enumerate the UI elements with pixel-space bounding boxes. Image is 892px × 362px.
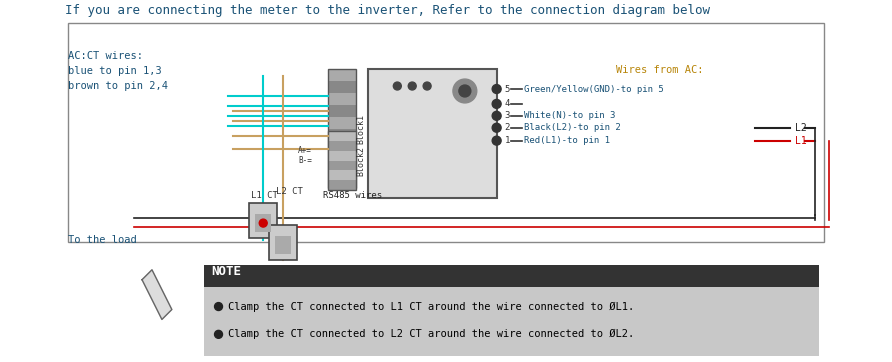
Bar (327, 117, 356, 129)
Text: To the load: To the load (68, 235, 136, 245)
Text: 3: 3 (505, 111, 510, 120)
Text: L1 CT: L1 CT (252, 191, 278, 200)
Bar (327, 131, 356, 141)
Bar (327, 93, 356, 105)
Text: NOTE: NOTE (211, 265, 242, 278)
Circle shape (453, 79, 477, 103)
Bar (68, 24, 824, 242)
Circle shape (492, 100, 501, 108)
Bar (327, 160, 356, 171)
Bar (327, 131, 356, 190)
Bar (368, 69, 497, 198)
Text: Black(L2)-to pin 2: Black(L2)-to pin 2 (524, 123, 621, 132)
Text: 5: 5 (505, 84, 510, 93)
Circle shape (215, 331, 222, 338)
Bar (327, 152, 356, 164)
Circle shape (492, 111, 501, 120)
Polygon shape (142, 270, 172, 319)
Circle shape (423, 82, 431, 90)
Circle shape (492, 85, 501, 93)
Bar (269, 225, 297, 260)
Bar (327, 81, 356, 93)
Bar (327, 105, 356, 117)
Circle shape (215, 303, 222, 311)
Text: Clamp the CT connected to L1 CT around the wire connected to ØL1.: Clamp the CT connected to L1 CT around t… (228, 302, 635, 312)
Bar (255, 214, 271, 232)
Text: Block2: Block2 (356, 146, 365, 176)
Bar (275, 236, 291, 254)
Text: 4: 4 (505, 100, 510, 108)
Circle shape (393, 82, 401, 90)
Circle shape (492, 123, 501, 132)
Text: Clamp the CT connected to L2 CT around the wire connected to ØL2.: Clamp the CT connected to L2 CT around t… (228, 329, 635, 340)
Bar (327, 69, 356, 188)
Bar (327, 180, 356, 190)
Circle shape (492, 136, 501, 145)
Text: L1: L1 (795, 136, 806, 146)
Text: AC:CT wires:
blue to pin 1,3
brown to pin 2,4: AC:CT wires: blue to pin 1,3 brown to pi… (68, 51, 168, 91)
Bar (327, 141, 356, 152)
Bar (327, 129, 356, 141)
Text: If you are connecting the meter to the inverter, Refer to the connection diagram: If you are connecting the meter to the i… (64, 4, 709, 17)
Text: Block1: Block1 (356, 114, 365, 144)
Circle shape (458, 85, 471, 97)
Bar (327, 151, 356, 160)
Text: White(N)-to pin 3: White(N)-to pin 3 (524, 111, 615, 120)
Text: A+=
B-=: A+= B-= (298, 146, 312, 165)
Bar (203, 265, 820, 287)
Text: 1: 1 (505, 136, 510, 145)
Circle shape (409, 82, 417, 90)
Circle shape (260, 219, 268, 227)
Bar (250, 203, 277, 238)
Bar (327, 164, 356, 176)
Text: Green/Yellow(GND)-to pin 5: Green/Yellow(GND)-to pin 5 (524, 84, 665, 93)
Text: Red(L1)-to pin 1: Red(L1)-to pin 1 (524, 136, 610, 145)
Text: L2: L2 (795, 123, 806, 133)
Text: L2 CT: L2 CT (277, 187, 303, 196)
Text: RS485 wires: RS485 wires (323, 191, 382, 200)
Bar (327, 69, 356, 81)
Bar (327, 176, 356, 188)
Text: 2: 2 (505, 123, 510, 132)
Bar (327, 141, 356, 151)
Bar (327, 171, 356, 180)
Bar (203, 287, 820, 356)
Text: Wires from AC:: Wires from AC: (615, 65, 704, 75)
